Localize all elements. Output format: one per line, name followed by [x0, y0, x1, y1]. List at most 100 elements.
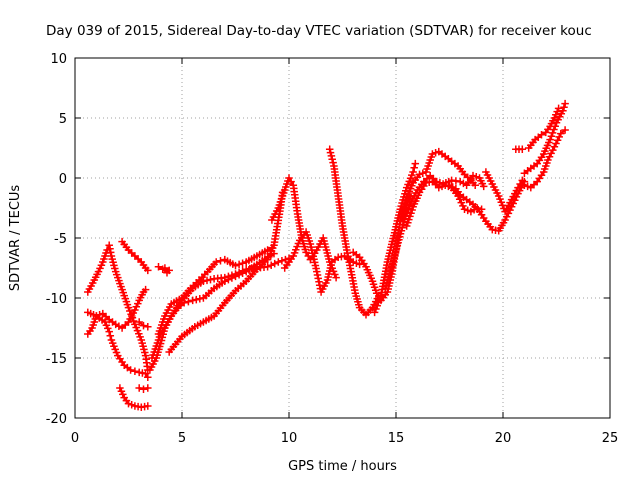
data-point [276, 198, 285, 206]
data-point [184, 297, 193, 306]
data-point [278, 257, 286, 265]
data-point [144, 266, 152, 275]
series-line [86, 244, 149, 372]
data-point [463, 206, 472, 215]
data-point [160, 315, 168, 323]
data-point [518, 145, 527, 153]
data-point [91, 315, 100, 323]
data-point [406, 212, 414, 221]
data-point [144, 402, 152, 410]
data-point [554, 104, 563, 113]
data-point [426, 171, 434, 180]
data-point [472, 173, 481, 181]
data-point [124, 246, 133, 254]
data-point [278, 192, 287, 200]
data-point [139, 385, 148, 393]
y-tick-label: 10 [50, 52, 67, 67]
data-point [192, 295, 201, 304]
x-tick-label: 20 [495, 431, 512, 446]
data-point [141, 348, 149, 357]
data-point [325, 145, 334, 153]
series-arc-8 [154, 263, 173, 277]
data-point [196, 295, 204, 303]
data-point [301, 245, 310, 254]
data-point [135, 384, 143, 392]
data-point [324, 252, 332, 260]
data-point [460, 205, 469, 213]
data-point [402, 196, 410, 205]
data-point [137, 336, 146, 344]
data-point [419, 169, 427, 177]
y-tick-label: -10 [46, 292, 67, 307]
data-point [425, 159, 433, 167]
data-point [408, 206, 416, 214]
data-point [148, 354, 156, 362]
data-point [105, 241, 113, 249]
data-point [144, 373, 152, 381]
data-point [424, 162, 432, 170]
data-point [106, 332, 115, 340]
data-point [354, 298, 362, 306]
data-point [399, 221, 407, 229]
data-point [100, 255, 108, 263]
data-point [135, 330, 143, 338]
data-point [112, 270, 121, 279]
data-point [141, 285, 150, 294]
data-point [428, 177, 437, 186]
x-tick-label: 5 [178, 431, 186, 446]
data-point [138, 339, 146, 347]
data-point [383, 278, 391, 286]
data-point [132, 323, 140, 332]
data-point [108, 339, 117, 347]
series-arc-7 [135, 318, 152, 331]
data-point [109, 258, 117, 266]
data-point [557, 129, 565, 138]
data-point [90, 318, 99, 326]
data-point [161, 264, 169, 272]
chart-title: Day 039 of 2015, Sidereal Day-to-day VTE… [46, 23, 592, 39]
data-point [427, 153, 436, 161]
data-point [89, 311, 98, 319]
data-point [198, 273, 206, 281]
data-point [469, 171, 477, 180]
data-point [99, 309, 107, 318]
data-point [325, 270, 333, 278]
data-point [396, 230, 405, 238]
data-point [290, 249, 299, 257]
data-point [321, 240, 329, 248]
data-point [396, 216, 405, 224]
data-point [268, 243, 276, 252]
data-point [398, 224, 406, 232]
data-point [134, 255, 142, 263]
data-point [328, 155, 336, 164]
data-point [107, 336, 116, 344]
data-point [374, 298, 383, 307]
data-point [370, 283, 379, 291]
data-point [95, 311, 104, 319]
data-point [391, 248, 400, 256]
data-point [438, 182, 446, 191]
data-point [431, 149, 440, 157]
y-tick-label: -15 [46, 352, 67, 367]
data-point [431, 180, 440, 189]
data-point [120, 291, 128, 300]
data-point [126, 366, 135, 374]
data-point [274, 204, 283, 212]
data-point [323, 249, 332, 257]
data-point [518, 176, 527, 185]
data-point [228, 271, 236, 279]
data-point [144, 323, 152, 331]
data-point [238, 259, 247, 267]
data-point [123, 300, 132, 309]
data-point [405, 215, 413, 224]
data-point [353, 295, 361, 303]
data-point [530, 180, 538, 189]
data-point [121, 321, 130, 329]
data-point [496, 195, 504, 203]
data-point [352, 259, 361, 267]
y-tick-label: 5 [59, 112, 67, 127]
data-point [414, 191, 423, 200]
data-point [540, 165, 549, 173]
data-point [84, 308, 92, 317]
data-point [460, 170, 469, 179]
